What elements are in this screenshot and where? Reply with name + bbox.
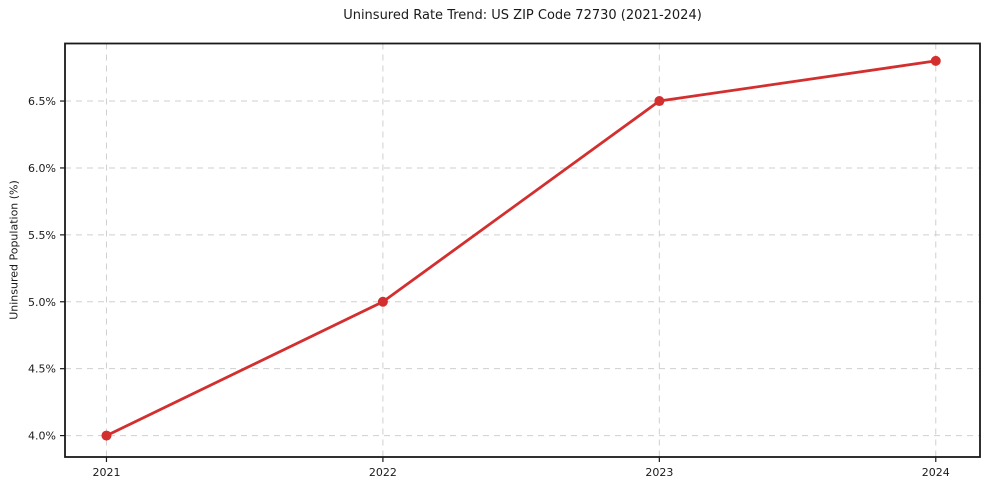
data-point	[654, 96, 665, 107]
y-tick-label: 6.5%	[28, 95, 56, 108]
y-tick-label: 5.5%	[28, 229, 56, 242]
data-point	[930, 55, 941, 66]
data-point	[377, 296, 388, 307]
x-tick-label: 2023	[645, 466, 673, 479]
y-tick-label: 5.0%	[28, 296, 56, 309]
y-tick-label: 4.0%	[28, 430, 56, 443]
y-tick-label: 6.0%	[28, 162, 56, 175]
trend-line	[105, 59, 938, 437]
y-tick-label: 4.5%	[28, 363, 56, 376]
data-point	[101, 430, 112, 441]
x-tick-label: 2024	[922, 466, 950, 479]
plot-border	[64, 42, 981, 458]
chart-title: Uninsured Rate Trend: US ZIP Code 72730 …	[343, 8, 702, 23]
x-tick-label: 2022	[369, 466, 397, 479]
x-tick-label: 2021	[92, 466, 120, 479]
